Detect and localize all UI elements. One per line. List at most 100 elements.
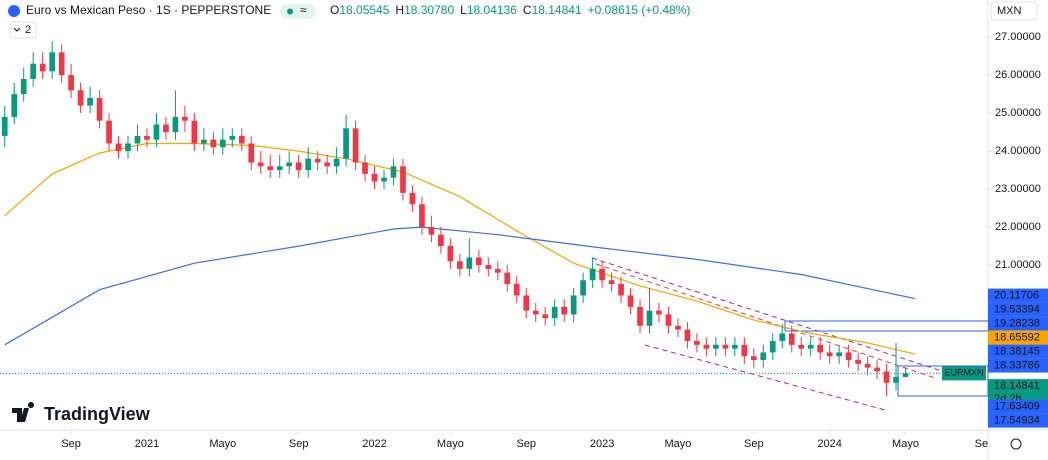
candle-body — [646, 310, 653, 326]
channel-line — [644, 344, 886, 411]
candle-body — [551, 306, 558, 319]
candle-body — [153, 124, 160, 140]
candle-body — [115, 143, 122, 152]
candle-body — [11, 94, 18, 117]
price-label: 18.38145 — [994, 345, 1040, 357]
x-tick-label: 2023 — [590, 438, 614, 450]
currency: MXN — [997, 5, 1022, 17]
candle-body — [608, 280, 615, 285]
candle-body — [20, 78, 27, 95]
candle-body — [362, 162, 368, 174]
candle-body — [267, 166, 274, 171]
candle-body — [371, 173, 378, 182]
candle-body — [134, 135, 141, 144]
price-label: 17.63409 — [994, 400, 1040, 412]
y-tick-label: 26.00000 — [995, 69, 1041, 81]
candle-body — [295, 162, 302, 171]
candle-body — [87, 97, 93, 106]
candle-body — [893, 376, 899, 383]
candle-body — [191, 120, 198, 144]
candle-body — [665, 314, 672, 326]
x-tick-label: 2024 — [817, 438, 841, 450]
price-label-box — [988, 330, 1048, 345]
x-tick-label: Se — [975, 438, 988, 450]
status-icon: ≈ — [300, 3, 307, 17]
candle-body — [675, 325, 681, 330]
candle-body — [77, 90, 84, 106]
candle-body — [286, 162, 293, 167]
candle-body — [570, 295, 577, 315]
candle-body — [466, 257, 473, 269]
price-label: 19.53394 — [994, 303, 1040, 315]
candle-body — [485, 265, 492, 269]
candle-body — [276, 166, 283, 171]
candle-body — [618, 284, 624, 296]
indicator-toggle[interactable] — [9, 21, 37, 39]
candle-body — [248, 143, 255, 163]
candle-body — [769, 341, 776, 353]
settings-icon[interactable] — [1010, 438, 1022, 450]
moving-average — [4, 142, 916, 355]
symbol-icon — [8, 5, 20, 17]
candle-body — [589, 268, 596, 281]
candle-body — [400, 166, 406, 193]
candle-body — [201, 139, 207, 144]
candle-body — [428, 227, 435, 235]
candle-body — [229, 135, 236, 140]
candle-body — [798, 344, 805, 349]
ohlc-value: 18.05545 — [339, 3, 389, 17]
candle-body — [210, 139, 217, 148]
symbol-tag-box — [942, 366, 986, 381]
price-label-box — [988, 288, 1048, 303]
candle-body — [504, 272, 511, 285]
candle-body — [731, 344, 738, 349]
candle-body — [314, 158, 321, 163]
candle-body — [864, 363, 871, 368]
x-tick-label: Sep — [744, 438, 764, 450]
x-tick-label: Mayo — [437, 438, 464, 450]
price-label-box — [988, 399, 1048, 414]
y-tick-label: 22.00000 — [995, 221, 1041, 233]
price-label: 19.28238 — [994, 317, 1040, 329]
candle-body — [343, 128, 349, 159]
candle-body — [257, 162, 264, 167]
candle-body — [144, 135, 150, 140]
chevron — [13, 27, 21, 32]
candle-body — [788, 333, 795, 345]
y-tick-label: 25.00000 — [995, 107, 1041, 119]
currency-button[interactable] — [990, 1, 1038, 21]
x-tick-label: Sep — [289, 438, 309, 450]
candle-body — [722, 344, 729, 349]
logo: TradingView — [44, 404, 151, 424]
candle-body — [475, 257, 482, 266]
candle-body — [513, 284, 520, 296]
ohlc-key: L — [460, 3, 467, 17]
candle-body — [826, 352, 833, 357]
candle-body — [656, 310, 662, 315]
candle-body — [324, 162, 330, 167]
candle-body — [741, 344, 748, 357]
price-label: 18.33786 — [994, 359, 1040, 371]
candle-body — [49, 52, 55, 72]
price-label-box — [988, 344, 1048, 359]
y-tick-label: 27.00000 — [995, 31, 1041, 43]
candle-body — [779, 333, 786, 342]
status-pill[interactable] — [280, 4, 316, 19]
candle-body — [845, 352, 852, 361]
candle-body — [523, 295, 530, 311]
candle-body — [713, 344, 719, 349]
ohlc-value: 18.14841 — [532, 3, 582, 17]
candle-body — [494, 268, 501, 273]
price-label-box — [988, 316, 1048, 331]
ohlc: O18.05545 H18.30780 L18.04136 C18.14841 +0.0… — [330, 3, 690, 17]
candle-body — [39, 63, 46, 72]
candle-body — [163, 124, 169, 133]
candle-body — [703, 344, 710, 349]
candle-body — [760, 352, 767, 361]
x-tick-label: 2021 — [135, 438, 159, 450]
channel-line — [595, 263, 936, 379]
ohlc-key: H — [395, 3, 404, 17]
